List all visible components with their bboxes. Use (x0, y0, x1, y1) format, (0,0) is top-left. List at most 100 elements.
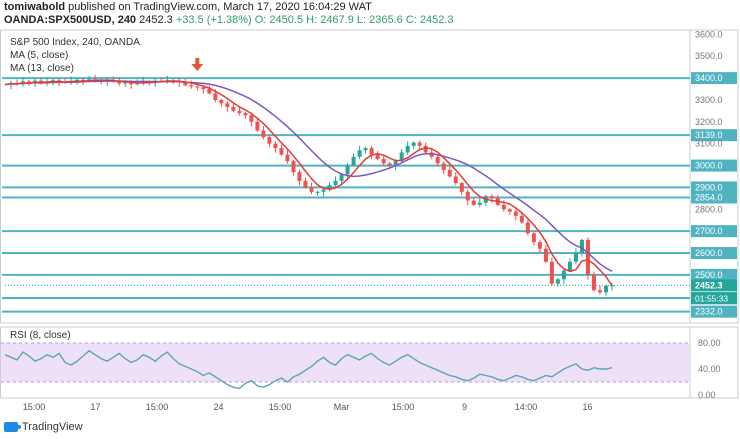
y-tick-label: 3200.0 (695, 117, 723, 127)
level-tag-11 (691, 225, 737, 238)
last-price-label: 2452.3 (695, 280, 723, 290)
candle-body (183, 82, 188, 86)
candle-body (435, 156, 440, 164)
rsi-band (1, 343, 690, 382)
symbol-label: OANDA:SPX500USD, 240 (4, 14, 137, 26)
candle-body (297, 172, 302, 181)
candle-body (123, 82, 128, 84)
x-tick-label: 15:00 (23, 402, 46, 412)
author-name: tomiwabold (4, 1, 66, 13)
y-tick-label: 3600.0 (695, 29, 723, 39)
x-tick-label: 15:00 (146, 402, 169, 412)
down-arrow-icon (191, 64, 204, 71)
tradingview-brand: TradingView (22, 421, 83, 433)
candles-group (9, 74, 614, 296)
tradingview-logo[interactable]: TradingView (4, 421, 83, 433)
candle-body (129, 82, 134, 85)
level-tag-7 (691, 159, 737, 172)
candle-body (459, 183, 464, 192)
candle-body (345, 165, 350, 175)
candle-body (267, 137, 272, 144)
close-value: C: 2452.3 (405, 14, 454, 26)
candle-body (405, 145, 410, 153)
candle-body (357, 150, 362, 157)
symbol-header: OANDA:SPX500USD, 240 2452.3 +33.5 (+1.38… (4, 14, 454, 26)
candle-body (603, 285, 608, 293)
rsi-line (4, 349, 613, 390)
x-tick-label: 15:00 (269, 402, 292, 412)
y-tick-label: 3139.0 (695, 130, 723, 140)
candle-body (573, 253, 578, 262)
candle-body (525, 222, 530, 234)
candle-body (441, 163, 446, 170)
y-tick-label: 2800.0 (695, 204, 723, 214)
y-tick-label: 2854.0 (695, 192, 723, 202)
candle-body (561, 270, 566, 280)
candle-body (597, 290, 602, 293)
y-tick-label: 2700.0 (695, 226, 723, 236)
x-tick-label: 9 (462, 402, 467, 412)
candle-body (207, 89, 212, 94)
candle-body (423, 145, 428, 153)
candle-body (201, 87, 206, 90)
level-tag-8 (691, 181, 737, 194)
candle-body (243, 113, 248, 116)
candle-body (519, 215, 524, 223)
candle-body (393, 161, 398, 166)
candle-body (513, 211, 518, 216)
candle-body (27, 81, 32, 83)
candle-body (429, 152, 434, 157)
level-tag-13 (691, 268, 737, 281)
candle-body (507, 209, 512, 212)
rsi-tick-label: 0.00 (698, 390, 716, 400)
candle-body (363, 148, 368, 151)
candle-body (375, 154, 380, 160)
y-tick-label: 2600.0 (695, 248, 723, 258)
level-tag-9 (691, 191, 737, 204)
candle-body (237, 110, 242, 114)
candle-body (411, 142, 416, 146)
y-tick-label: 3100.0 (695, 139, 723, 149)
candle-body (213, 93, 218, 100)
candle-body (303, 180, 308, 188)
candle-body (447, 169, 452, 177)
tradingview-icon (4, 422, 21, 432)
ma13-line (4, 80, 613, 272)
countdown-tag (691, 292, 737, 305)
level-tag-5 (691, 129, 737, 142)
candle-body (339, 174, 344, 181)
candle-body (489, 196, 494, 199)
candle-body (291, 161, 296, 173)
low-value: L: 2365.6 (356, 14, 403, 26)
candle-body (555, 279, 560, 284)
y-tick-label: 3500.0 (695, 51, 723, 61)
y-tick-label: 3300.0 (695, 95, 723, 105)
x-tick-label: 15:00 (392, 402, 415, 412)
candle-body (231, 106, 236, 111)
x-tick-label: 24 (213, 402, 223, 412)
level-tag-2 (691, 72, 737, 85)
candle-body (501, 204, 506, 210)
rsi-legend: RSI (8, close) (10, 330, 71, 341)
candle-body (261, 130, 266, 138)
candle-body (315, 191, 320, 193)
candle-body (309, 187, 314, 192)
level-tag-12 (691, 247, 737, 260)
candle-body (219, 99, 224, 104)
candle-body (117, 81, 122, 84)
last-price: 2452.3 (139, 14, 173, 26)
candle-body (81, 79, 86, 81)
level-tag-16 (691, 305, 737, 318)
x-tick-label: 17 (90, 402, 100, 412)
y-tick-label: 3000.0 (695, 161, 723, 171)
ma13-legend: MA (13, close) (10, 63, 74, 74)
candle-body (333, 180, 338, 186)
x-tick-label: Mar (334, 402, 350, 412)
countdown-label: 01:55:33 (695, 293, 728, 303)
last-price-tag (691, 279, 737, 292)
rsi-tick-label: 40.00 (698, 364, 721, 374)
candle-body (255, 121, 260, 131)
x-tick-label: 16 (582, 402, 592, 412)
candle-body (387, 163, 392, 166)
